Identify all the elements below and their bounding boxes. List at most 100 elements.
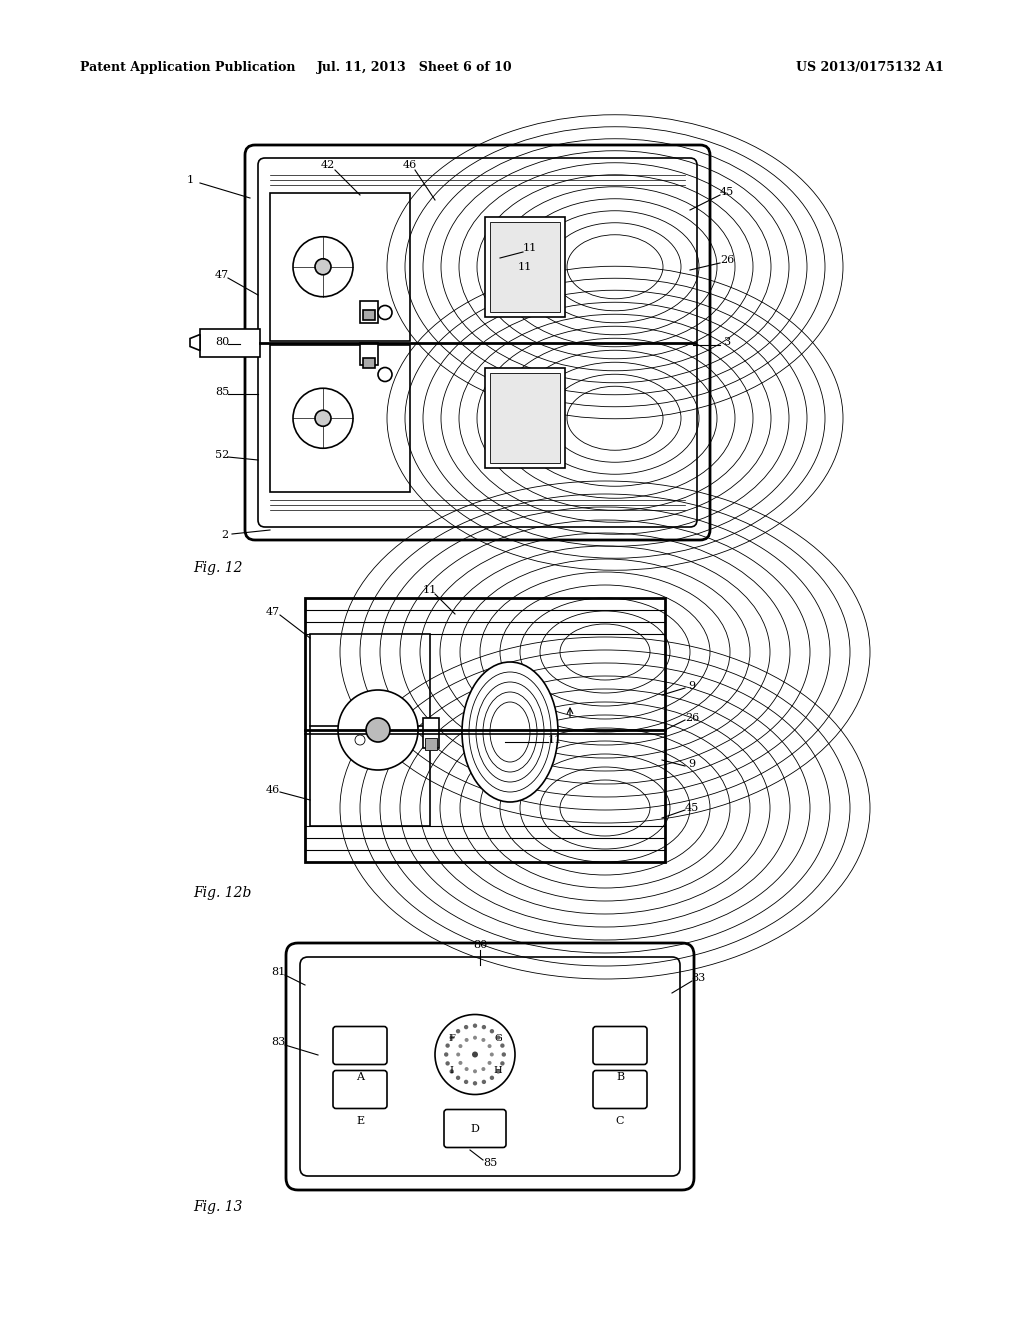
Bar: [305, 598, 665, 862]
Text: 52: 52: [215, 450, 229, 459]
Polygon shape: [190, 334, 200, 351]
Text: 26: 26: [685, 713, 699, 723]
Text: 2: 2: [221, 531, 228, 540]
Text: 85: 85: [483, 1158, 497, 1168]
Text: 80: 80: [473, 940, 487, 950]
Text: 11: 11: [423, 585, 437, 595]
Bar: [423, 718, 439, 748]
Bar: [362, 309, 375, 319]
Text: 1: 1: [186, 176, 194, 185]
Circle shape: [366, 718, 390, 742]
Text: 11: 11: [523, 243, 538, 253]
Circle shape: [489, 1076, 495, 1080]
Bar: [490, 222, 560, 312]
Text: 85: 85: [215, 387, 229, 397]
FancyBboxPatch shape: [245, 145, 710, 540]
Text: C: C: [615, 1117, 625, 1126]
Circle shape: [465, 1067, 469, 1071]
Bar: [310, 634, 430, 826]
Circle shape: [378, 367, 392, 381]
Text: Fig. 12: Fig. 12: [193, 561, 243, 576]
Text: D: D: [471, 1123, 479, 1134]
Circle shape: [450, 1069, 454, 1073]
Text: 81: 81: [271, 968, 285, 977]
Text: 46: 46: [402, 160, 417, 170]
Circle shape: [464, 1024, 468, 1030]
Circle shape: [293, 388, 353, 449]
Circle shape: [496, 1069, 501, 1073]
Text: 9: 9: [688, 681, 695, 690]
Circle shape: [500, 1061, 505, 1065]
Bar: [490, 374, 560, 463]
Text: US 2013/0175132 A1: US 2013/0175132 A1: [796, 62, 944, 74]
Bar: [200, 329, 260, 356]
Text: I: I: [450, 1067, 454, 1076]
Circle shape: [481, 1038, 485, 1041]
Circle shape: [465, 1038, 469, 1041]
Bar: [270, 345, 410, 492]
Text: H: H: [494, 1067, 503, 1076]
Text: G: G: [495, 1034, 502, 1043]
FancyBboxPatch shape: [333, 1027, 387, 1064]
Circle shape: [315, 259, 331, 275]
Text: F: F: [449, 1034, 456, 1043]
Circle shape: [500, 1043, 505, 1048]
Text: 80: 80: [215, 337, 229, 347]
FancyBboxPatch shape: [593, 1071, 647, 1109]
Text: Fig. 12b: Fig. 12b: [193, 886, 251, 900]
Text: Jul. 11, 2013   Sheet 6 of 10: Jul. 11, 2013 Sheet 6 of 10: [317, 62, 513, 74]
Bar: [485, 216, 565, 317]
Text: 45: 45: [720, 187, 734, 197]
Circle shape: [496, 1035, 501, 1040]
Text: 9: 9: [688, 759, 695, 770]
FancyBboxPatch shape: [593, 1027, 647, 1064]
Text: 3: 3: [723, 337, 730, 347]
Text: 47: 47: [266, 607, 280, 616]
Circle shape: [459, 1044, 463, 1048]
Circle shape: [445, 1061, 450, 1065]
Text: 83: 83: [271, 1038, 285, 1047]
Text: 11: 11: [518, 261, 532, 272]
Circle shape: [435, 1015, 515, 1094]
Circle shape: [502, 1052, 506, 1057]
Text: B: B: [616, 1072, 624, 1082]
Circle shape: [338, 690, 418, 770]
Bar: [362, 358, 375, 367]
Circle shape: [489, 1030, 495, 1034]
Text: 47: 47: [215, 271, 229, 280]
Text: A: A: [356, 1072, 364, 1082]
Bar: [485, 368, 565, 469]
Circle shape: [444, 1052, 449, 1057]
Text: 46: 46: [266, 785, 281, 795]
Circle shape: [472, 1052, 478, 1057]
Circle shape: [481, 1080, 486, 1084]
Bar: [360, 342, 378, 364]
Text: 45: 45: [685, 803, 699, 813]
Circle shape: [489, 1052, 494, 1056]
Text: 42: 42: [321, 160, 335, 170]
Ellipse shape: [462, 663, 558, 803]
Text: 11: 11: [548, 735, 562, 744]
Circle shape: [450, 1035, 454, 1040]
Circle shape: [315, 411, 331, 426]
Circle shape: [473, 1069, 477, 1073]
Circle shape: [293, 236, 353, 297]
Text: E: E: [356, 1117, 365, 1126]
Circle shape: [481, 1067, 485, 1071]
Text: 83: 83: [691, 973, 706, 983]
Circle shape: [473, 1036, 477, 1040]
Circle shape: [473, 1023, 477, 1028]
Bar: [425, 738, 437, 750]
Text: Fig. 13: Fig. 13: [193, 1200, 243, 1214]
Circle shape: [456, 1030, 460, 1034]
Circle shape: [481, 1024, 486, 1030]
Bar: [270, 193, 410, 341]
FancyBboxPatch shape: [333, 1071, 387, 1109]
Text: Patent Application Publication: Patent Application Publication: [80, 62, 296, 74]
Circle shape: [457, 1052, 460, 1056]
Circle shape: [445, 1043, 450, 1048]
Circle shape: [464, 1080, 468, 1084]
Text: 26: 26: [720, 255, 734, 265]
Bar: [360, 301, 378, 322]
FancyBboxPatch shape: [444, 1110, 506, 1147]
